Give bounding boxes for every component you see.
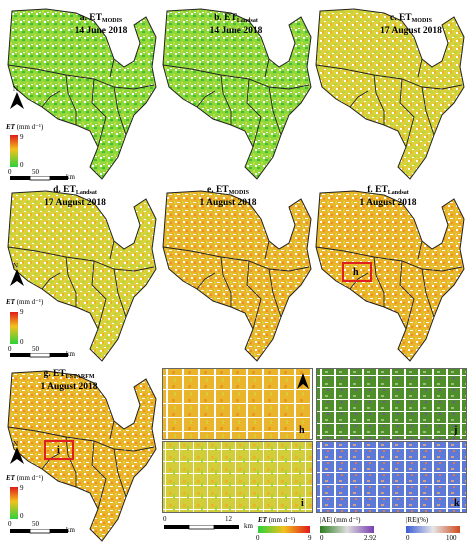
highlight-box-h [342, 262, 372, 282]
bottom-scale-0: 0 [163, 515, 167, 523]
north-label: N [13, 440, 19, 448]
bottom-legend: 0 12 km ET (mm d⁻¹) 0 9 |AE| (mm d⁻¹) 0 … [160, 513, 468, 550]
north-arrow-icon [10, 92, 24, 109]
bottom-et-min: 0 [256, 534, 260, 542]
inset-j: j [316, 368, 467, 440]
et-max: 9 [20, 133, 24, 141]
panel-e: e. ETMODIS 1 August 2018 [158, 185, 313, 367]
scale-unit: km [66, 173, 75, 181]
bottom-et-max: 9 [308, 534, 312, 542]
north-arrow-icon [10, 447, 24, 464]
et-max: 9 [20, 484, 24, 492]
map-g [7, 370, 157, 542]
et-colorbar [10, 312, 18, 344]
panel-c: c. ETMODIS 17 August 2018 [313, 3, 468, 185]
scale-50: 50 [32, 168, 39, 176]
bottom-ae-title: |AE| (mm d⁻¹) [320, 516, 361, 524]
title-g: g. ETESTARFM 1 August 2018 [40, 369, 98, 392]
title-a: a. ETMODIS 14 June 2018 [74, 13, 128, 36]
box-label-i: i [57, 445, 60, 456]
map-f [315, 190, 465, 362]
bottom-ae-colorbar [320, 526, 374, 533]
et-legend-title: ET (mm d⁻¹) [6, 123, 44, 131]
legend-d: N ET (mm d⁻¹) 9 0 0 50 km [4, 262, 75, 362]
et-min: 0 [20, 161, 24, 169]
inset-j-map [317, 369, 466, 439]
scale-bar [10, 353, 68, 358]
bottom-ae-min: 0 [320, 534, 324, 542]
legend-g: N ET (mm d⁻¹) 9 0 0 50 km [4, 440, 75, 540]
et-legend-title: ET (mm d⁻¹) [6, 298, 44, 306]
inset-i-map [163, 442, 312, 512]
panel-a: a. ETMODIS 14 June 2018 [3, 3, 158, 185]
title-f: f. ETLandsat 1 August 2018 [359, 185, 417, 208]
legend-a: N ET (mm d⁻¹) 9 0 0 50 km [4, 85, 75, 181]
scale-0: 0 [8, 345, 12, 353]
inset-k-map [317, 442, 466, 512]
bottom-scale-12: 12 [225, 515, 232, 523]
bottom-re-colorbar [406, 526, 460, 533]
bottom-re-title: |RE|(%) [406, 516, 429, 524]
box-label-h: h [353, 267, 359, 278]
highlight-box-i [44, 440, 74, 460]
title-d: d. ETLandsat 17 August 2018 [44, 185, 106, 208]
panel-b: b. ETLandsat 14 June 2018 [158, 3, 313, 185]
north-label: N [13, 262, 19, 270]
panel-g: g. ETESTARFM 1 August 2018 i [3, 367, 158, 547]
inset-k-label: k [454, 498, 460, 509]
north-arrow-icon [10, 269, 24, 286]
title-b: b. ETLandsat 14 June 2018 [209, 13, 263, 36]
scale-50: 50 [32, 345, 39, 353]
map-e [162, 190, 312, 362]
bottom-ae-max: 2.92 [364, 534, 377, 542]
bottom-scale-unit: km [244, 522, 253, 530]
scale-50: 50 [32, 520, 39, 528]
panel-f: f. ETLandsat 1 August 2018 h [313, 185, 468, 367]
inset-h-label: h [299, 425, 305, 436]
panel-d: d. ETLandsat 17 August 2018 [3, 185, 158, 367]
title-e: e. ETMODIS 1 August 2018 [199, 185, 257, 208]
bottom-et-title: ET (mm d⁻¹) [258, 516, 296, 524]
et-min: 0 [20, 338, 24, 346]
inset-h: h [162, 368, 313, 440]
inset-i: i [162, 441, 313, 513]
et-min: 0 [20, 512, 24, 520]
north-label: N [13, 85, 19, 93]
inset-j-label: j [454, 425, 458, 436]
title-c: c. ETMODIS 17 August 2018 [380, 13, 442, 36]
scale-bar [10, 529, 68, 534]
inset-i-label: i [301, 498, 304, 509]
bottom-re-min: 0 [406, 534, 410, 542]
scale-0: 0 [8, 520, 12, 528]
bottom-scale-bar [164, 525, 239, 530]
et-legend-title: ET (mm d⁻¹) [6, 474, 44, 482]
et-colorbar [10, 487, 18, 519]
scale-unit: km [66, 350, 75, 358]
scale-0: 0 [8, 168, 12, 176]
et-colorbar [10, 135, 18, 167]
inset-k: k [316, 441, 467, 513]
bottom-et-colorbar [258, 526, 310, 533]
inset-h-map [163, 369, 312, 439]
scale-bar [10, 176, 68, 181]
scale-unit: km [66, 526, 75, 534]
bottom-re-max: 100 [446, 534, 457, 542]
north-arrow-icon [297, 373, 309, 389]
et-max: 9 [20, 308, 24, 316]
